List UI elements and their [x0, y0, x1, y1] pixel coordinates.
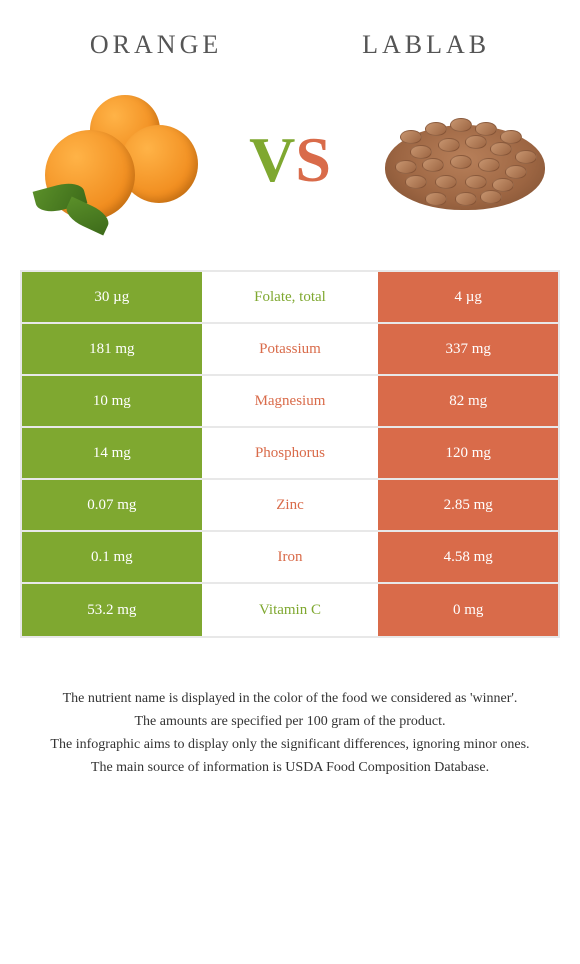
cell-left-value: 10 mg: [22, 376, 202, 426]
footnote: The nutrient name is displayed in the co…: [30, 688, 550, 778]
table-row: 0.07 mgZinc2.85 mg: [22, 480, 558, 532]
cell-right-value: 82 mg: [378, 376, 558, 426]
cell-nutrient-label: Folate, total: [202, 272, 379, 322]
table-row: 53.2 mgVitamin C0 mg: [22, 584, 558, 636]
vs-s: S: [295, 124, 331, 195]
cell-left-value: 30 µg: [22, 272, 202, 322]
footnote-line: The nutrient name is displayed in the co…: [30, 688, 550, 709]
food-title-right: LABLAB: [362, 30, 490, 60]
vs-label: VS: [249, 123, 331, 197]
cell-nutrient-label: Vitamin C: [202, 584, 379, 636]
cell-left-value: 14 mg: [22, 428, 202, 478]
cell-left-value: 0.07 mg: [22, 480, 202, 530]
food-title-left: ORANGE: [90, 30, 222, 60]
table-row: 0.1 mgIron4.58 mg: [22, 532, 558, 584]
cell-right-value: 120 mg: [378, 428, 558, 478]
cell-left-value: 0.1 mg: [22, 532, 202, 582]
footnote-line: The main source of information is USDA F…: [30, 757, 550, 778]
cell-right-value: 337 mg: [378, 324, 558, 374]
table-row: 181 mgPotassium337 mg: [22, 324, 558, 376]
cell-right-value: 4 µg: [378, 272, 558, 322]
nutrient-table: 30 µgFolate, total4 µg181 mgPotassium337…: [20, 270, 560, 638]
cell-right-value: 0 mg: [378, 584, 558, 636]
table-row: 14 mgPhosphorus120 mg: [22, 428, 558, 480]
cell-nutrient-label: Potassium: [202, 324, 379, 374]
cell-nutrient-label: Magnesium: [202, 376, 379, 426]
lablab-image: [380, 90, 550, 230]
cell-nutrient-label: Zinc: [202, 480, 379, 530]
cell-right-value: 4.58 mg: [378, 532, 558, 582]
orange-image: [30, 90, 200, 230]
vs-v: V: [249, 124, 295, 195]
cell-right-value: 2.85 mg: [378, 480, 558, 530]
table-row: 30 µgFolate, total4 µg: [22, 272, 558, 324]
footnote-line: The amounts are specified per 100 gram o…: [30, 711, 550, 732]
vs-section: VS: [0, 70, 580, 260]
cell-left-value: 53.2 mg: [22, 584, 202, 636]
footnote-line: The infographic aims to display only the…: [30, 734, 550, 755]
header: ORANGE LABLAB: [0, 0, 580, 70]
cell-nutrient-label: Iron: [202, 532, 379, 582]
table-row: 10 mgMagnesium82 mg: [22, 376, 558, 428]
cell-nutrient-label: Phosphorus: [202, 428, 379, 478]
cell-left-value: 181 mg: [22, 324, 202, 374]
